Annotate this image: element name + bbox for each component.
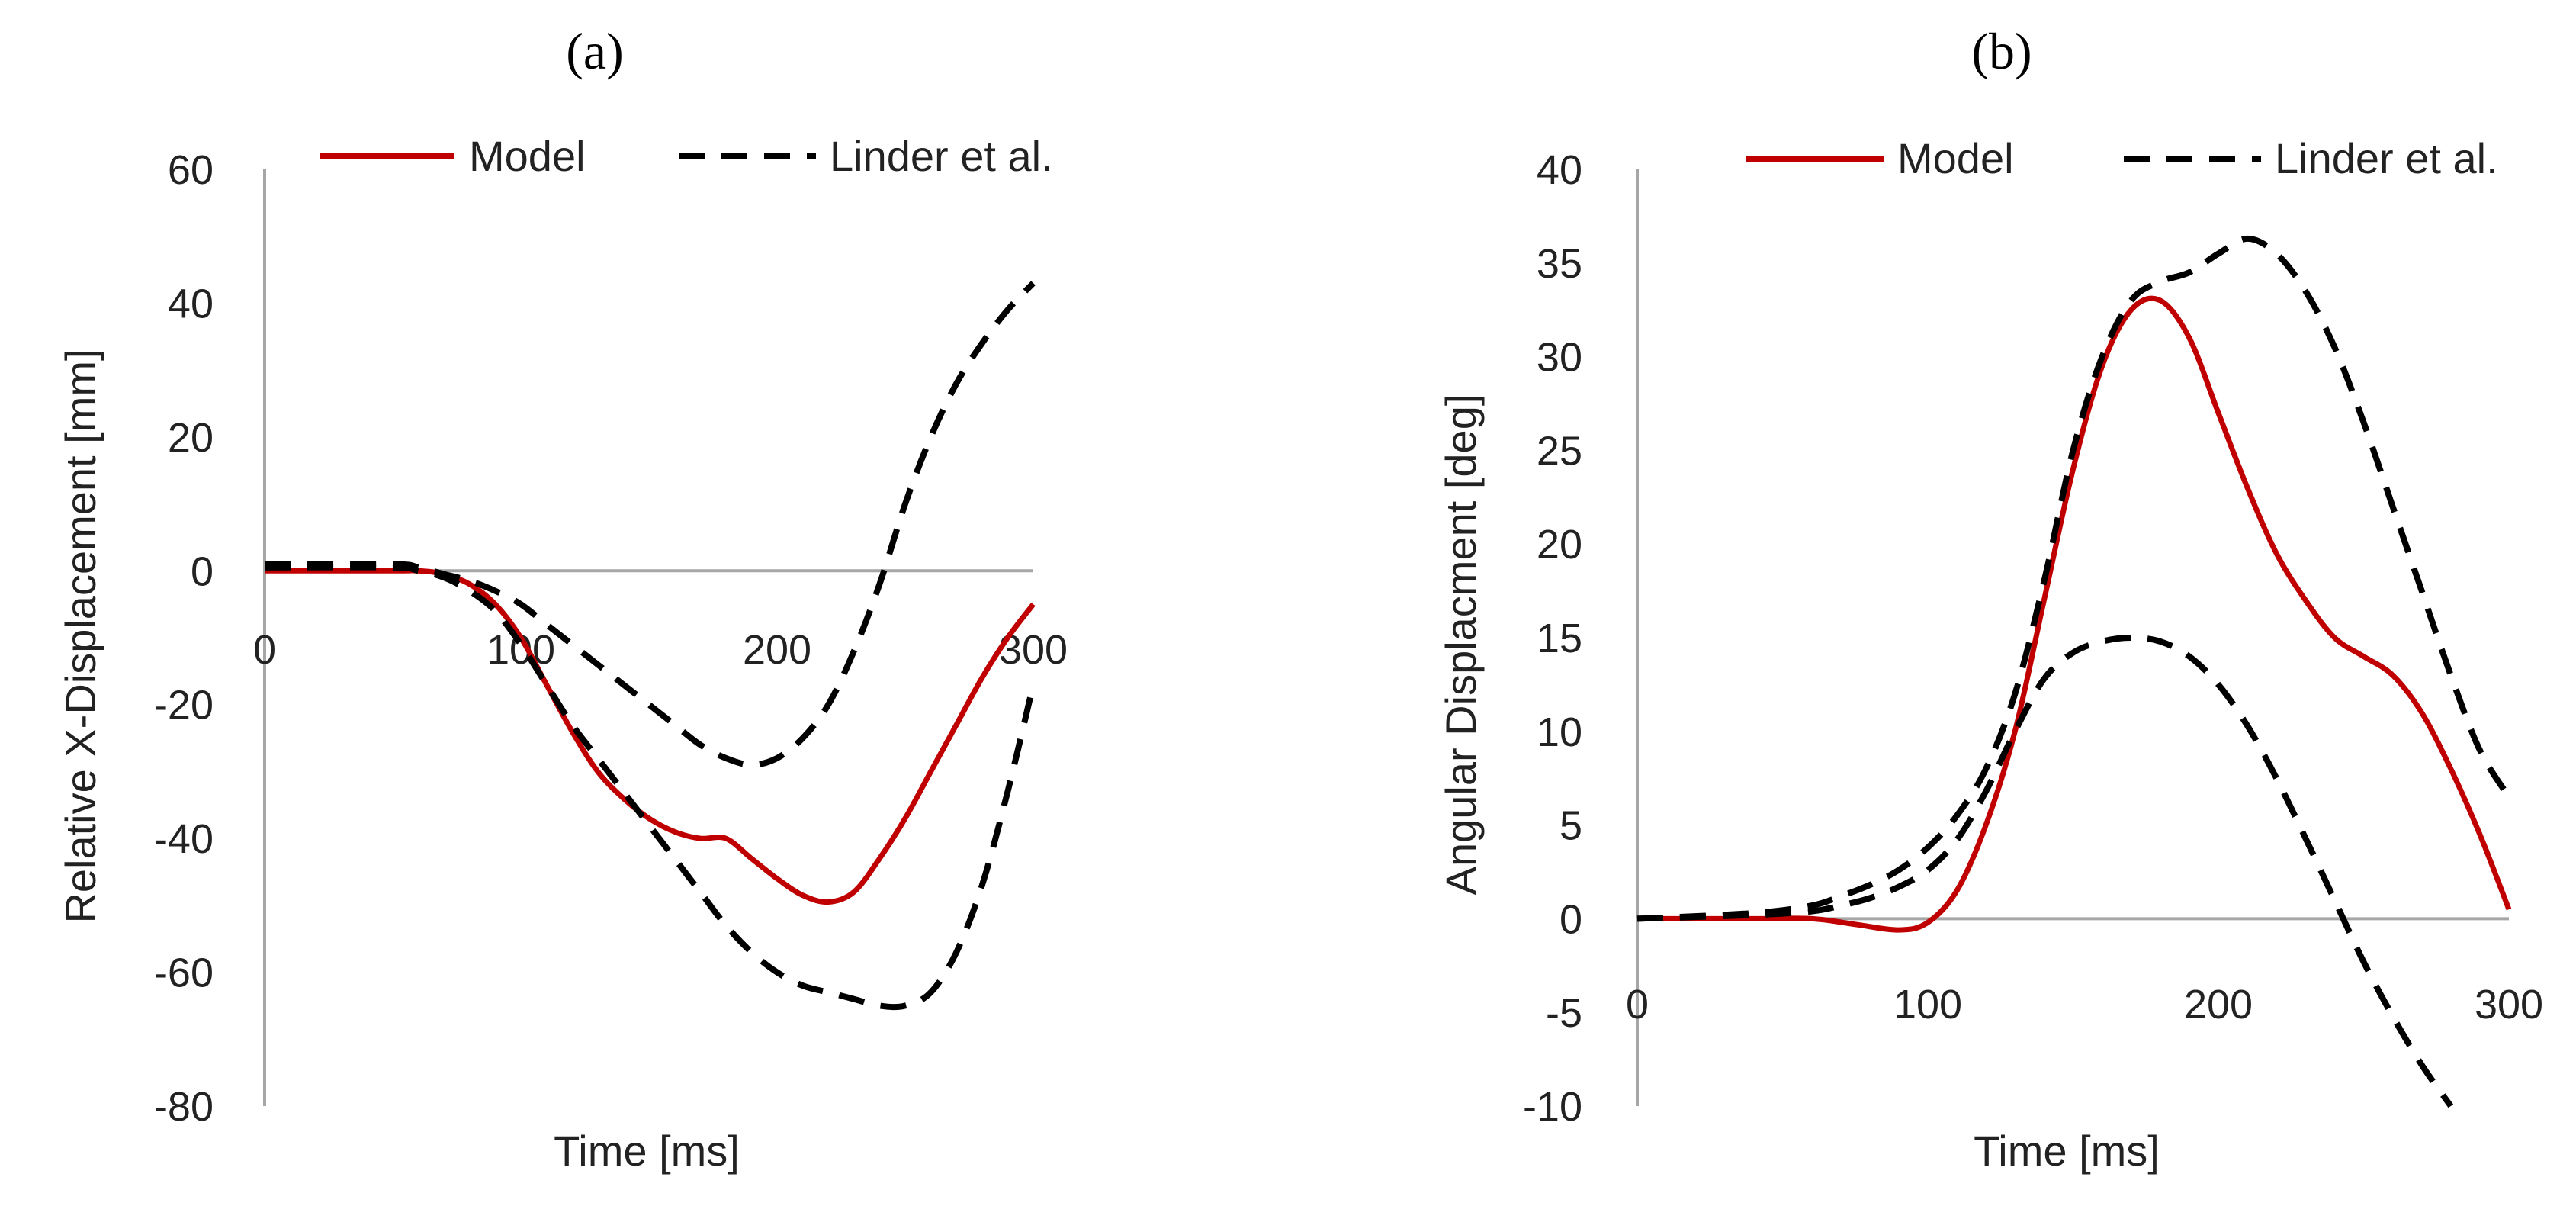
x-axis-title-a: Time [ms] xyxy=(554,1127,740,1175)
linder-curve-a-2 xyxy=(264,281,1036,768)
y-tick-label-b: 20 xyxy=(1537,522,1582,568)
chart-panel-b: (b) Angular Displacment [deg] Time [ms] … xyxy=(1437,22,2543,1175)
legend-label-linder-a: Linder et al. xyxy=(830,132,1053,180)
y-axis-title-b: Angular Displacment [deg] xyxy=(1437,394,1485,896)
chart-panel-a: (a) Relative X-Displacement [mm] Time [m… xyxy=(56,22,1068,1175)
x-tick-label-b: 100 xyxy=(1893,982,1962,1028)
y-tick-label-a: -60 xyxy=(154,950,214,996)
y-tick-label-b: 40 xyxy=(1537,147,1582,193)
legend-label-model-a: Model xyxy=(469,132,586,180)
x-tick-label-b: 200 xyxy=(2184,982,2253,1028)
y-tick-label-b: 25 xyxy=(1537,428,1582,474)
y-tick-label-a: 40 xyxy=(168,281,214,326)
y-tick-label-a: 60 xyxy=(168,147,214,193)
x-tick-label-a: 0 xyxy=(253,627,276,673)
x-axis-title-b: Time [ms] xyxy=(1974,1127,2160,1175)
linder-curve-b-1 xyxy=(1636,235,2512,922)
y-tick-label-a: -20 xyxy=(154,683,214,728)
y-tick-label-b: 5 xyxy=(1559,803,1582,849)
y-tick-label-a: -40 xyxy=(154,816,214,862)
legend-a: Model Linder et al. xyxy=(320,132,1053,180)
y-tick-label-a: 0 xyxy=(191,548,214,594)
model-curve-b-0 xyxy=(1637,295,2512,933)
panel-label-a: (a) xyxy=(566,22,623,80)
x-tick-label-b: 300 xyxy=(2475,982,2543,1028)
panel-label-b: (b) xyxy=(1971,22,2032,80)
legend-label-linder-b: Linder et al. xyxy=(2275,134,2498,182)
legend-label-model-b: Model xyxy=(1897,134,2014,182)
y-tick-label-a: -80 xyxy=(154,1084,214,1130)
y-tick-label-b: 10 xyxy=(1537,709,1582,755)
y-tick-label-b: 15 xyxy=(1537,616,1582,661)
y-tick-label-b: -10 xyxy=(1523,1084,1582,1130)
x-tick-label-a: 200 xyxy=(743,627,811,673)
y-tick-label-b: -5 xyxy=(1546,990,1582,1036)
x-tick-label-b: 0 xyxy=(1626,982,1649,1028)
y-tick-label-b: 30 xyxy=(1537,335,1582,381)
linder-curve-a-1 xyxy=(264,564,1036,1011)
linder-curve-b-2 xyxy=(1636,635,2454,1108)
y-tick-label-b: 35 xyxy=(1537,241,1582,287)
y-axis-title-a: Relative X-Displacement [mm] xyxy=(56,349,104,923)
y-tick-label-b: 0 xyxy=(1559,896,1582,942)
legend-b: Model Linder et al. xyxy=(1746,134,2498,182)
y-tick-label-a: 20 xyxy=(168,415,214,461)
model-curve-a-0 xyxy=(264,568,1036,905)
